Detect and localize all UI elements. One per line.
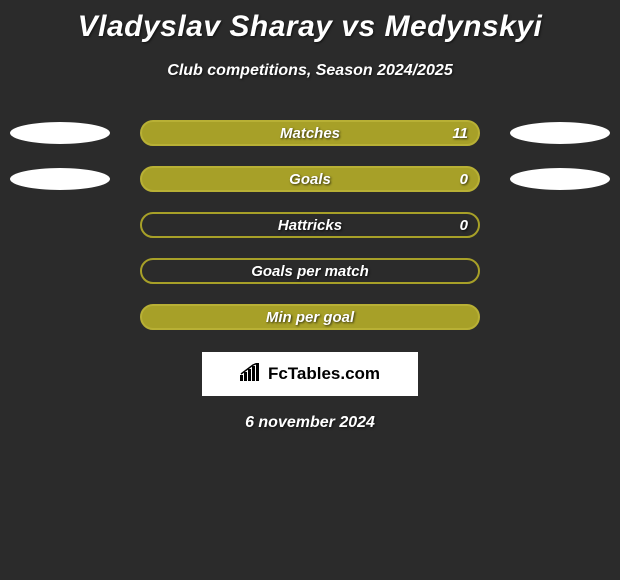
stat-value: 11 xyxy=(452,125,468,142)
stat-bar: Goals per match xyxy=(140,258,480,284)
player-marker-right xyxy=(510,168,610,190)
bars-icon xyxy=(240,363,262,386)
stat-label: Hattricks xyxy=(278,217,342,234)
stat-bar: Hattricks 0 xyxy=(140,212,480,238)
stat-label: Goals per match xyxy=(251,263,369,280)
stat-label: Goals xyxy=(289,171,331,188)
logo-text: FcTables.com xyxy=(268,364,380,384)
player-marker-right xyxy=(510,122,610,144)
stat-row: Matches 11 xyxy=(0,110,620,156)
stat-row: Goals per match xyxy=(0,248,620,294)
stat-bar: Min per goal xyxy=(140,304,480,330)
stat-value: 0 xyxy=(460,171,468,188)
logo-box: FcTables.com xyxy=(202,352,418,396)
stat-value: 0 xyxy=(460,217,468,234)
stat-row: Goals 0 xyxy=(0,156,620,202)
stat-row: Min per goal xyxy=(0,294,620,340)
player-marker-left xyxy=(10,168,110,190)
player-marker-left xyxy=(10,122,110,144)
stat-bar: Goals 0 xyxy=(140,166,480,192)
stat-label: Matches xyxy=(280,125,340,142)
stat-label: Min per goal xyxy=(266,309,354,326)
stat-bar: Matches 11 xyxy=(140,120,480,146)
subtitle: Club competitions, Season 2024/2025 xyxy=(0,62,620,80)
page-title: Vladyslav Sharay vs Medynskyi xyxy=(0,0,620,44)
stat-row: Hattricks 0 xyxy=(0,202,620,248)
date-text: 6 november 2024 xyxy=(0,414,620,432)
stat-rows: Matches 11 Goals 0 Hattricks 0 Goals per match… xyxy=(0,110,620,340)
